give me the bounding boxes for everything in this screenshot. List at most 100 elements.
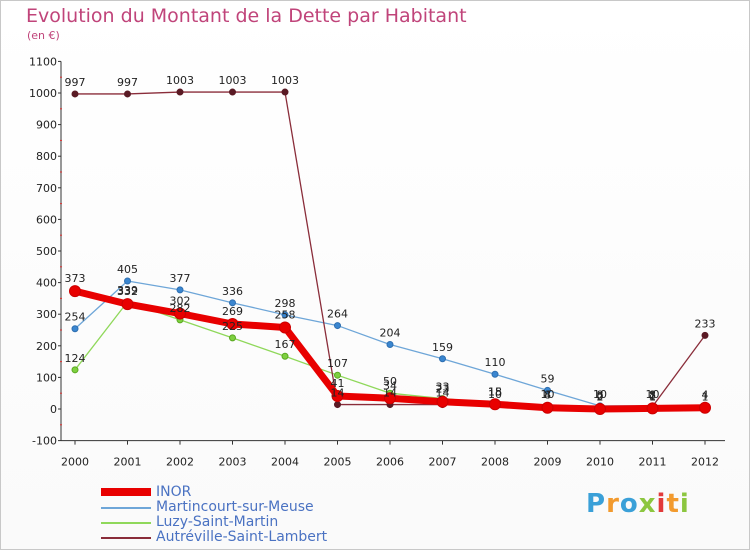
- data-point: [436, 395, 449, 408]
- data-point: [229, 88, 236, 96]
- data-label: 1003: [166, 74, 194, 87]
- y-minor-tick: [60, 297, 62, 299]
- y-tick-label: -100: [32, 435, 57, 448]
- y-tick-label: 1100: [29, 55, 57, 68]
- y-tick-label: 900: [36, 119, 57, 132]
- legend-swatch-luzy: [101, 522, 151, 524]
- series-line: [75, 91, 706, 408]
- x-tick-label: 2009: [534, 456, 562, 469]
- data-label: 10: [541, 388, 555, 401]
- data-label: 107: [327, 357, 348, 370]
- x-tick-label: 2001: [114, 456, 142, 469]
- data-label: 14: [383, 387, 397, 400]
- data-point: [71, 90, 79, 98]
- data-point: [646, 402, 659, 415]
- data-point: [176, 286, 184, 294]
- legend-label-luzy: Luzy-Saint-Martin: [156, 514, 279, 530]
- data-label: 34: [383, 379, 397, 392]
- y-minor-tick: [60, 424, 62, 426]
- y-tick-label: 600: [36, 213, 57, 226]
- data-point: [489, 398, 501, 411]
- data-point: [384, 392, 396, 405]
- legend-label-autreville: Autréville-Saint-Lambert: [156, 529, 328, 545]
- data-point: [281, 352, 289, 360]
- data-label: 23: [436, 383, 450, 396]
- data-label: 15: [488, 385, 502, 398]
- y-minor-tick: [60, 76, 62, 78]
- logo-letter: o: [619, 489, 639, 519]
- logo-letter: P: [586, 489, 607, 519]
- data-label: 10: [488, 388, 502, 401]
- data-point: [69, 285, 81, 298]
- data-point: [281, 311, 289, 319]
- legend-label-inor: INOR: [156, 484, 192, 500]
- x-tick-label: 2010: [586, 456, 614, 469]
- data-label: 10: [593, 388, 607, 401]
- y-tick-label: 200: [36, 340, 57, 353]
- logo-letter: x: [638, 489, 657, 519]
- data-label: 302: [170, 295, 191, 308]
- data-label: 339: [117, 284, 138, 297]
- data-label: 10: [646, 388, 660, 401]
- x-tick-label: 2000: [61, 456, 89, 469]
- data-label: 159: [432, 341, 453, 354]
- data-label: 332: [117, 285, 138, 298]
- y-minor-tick: [60, 171, 62, 173]
- data-point: [124, 277, 131, 285]
- data-label: 282: [170, 302, 191, 315]
- data-label: 997: [117, 76, 138, 89]
- data-label: 33: [436, 381, 450, 394]
- y-tick-label: 0: [50, 403, 57, 416]
- data-label: 2: [649, 389, 656, 402]
- y-minor-tick: [60, 361, 62, 363]
- data-point: [334, 401, 341, 409]
- data-label: 18: [488, 385, 502, 398]
- data-point: [544, 386, 551, 394]
- data-point: [124, 90, 131, 98]
- legend-swatch-autreville: [101, 537, 151, 539]
- data-label: 14: [436, 387, 450, 400]
- data-label: 4: [702, 389, 709, 402]
- data-point: [491, 370, 499, 378]
- y-tick-label: 1000: [29, 87, 57, 100]
- x-tick-label: 2002: [166, 456, 194, 469]
- y-minor-tick: [60, 108, 62, 110]
- x-tick-label: 2007: [429, 456, 457, 469]
- data-label: 41: [331, 377, 345, 390]
- proxiti-logo: Proxiti: [586, 489, 690, 519]
- logo-letter: t: [666, 489, 680, 519]
- data-point: [331, 390, 344, 403]
- data-point: [176, 88, 184, 96]
- data-point: [229, 334, 236, 342]
- y-minor-tick: [60, 392, 62, 394]
- y-minor-tick: [60, 329, 62, 331]
- data-label: 8: [544, 388, 551, 401]
- logo-letter: i: [656, 489, 667, 519]
- data-point: [229, 299, 236, 307]
- data-label: 14: [331, 387, 345, 400]
- data-label: 258: [275, 308, 296, 321]
- x-tick-label: 2003: [219, 456, 247, 469]
- data-point: [174, 307, 186, 320]
- x-tick-label: 2012: [691, 456, 719, 469]
- data-label: 254: [65, 311, 86, 324]
- data-label: 225: [222, 320, 243, 333]
- data-point: [541, 401, 554, 414]
- logo-letter: i: [679, 489, 690, 519]
- data-label: 2: [597, 390, 604, 403]
- data-label: 1003: [271, 74, 299, 87]
- data-label: 298: [275, 297, 296, 310]
- unit-label: (en €): [27, 29, 60, 42]
- data-label: 0: [597, 390, 604, 403]
- data-point: [71, 325, 79, 333]
- data-point: [386, 341, 394, 349]
- data-label: 373: [65, 272, 86, 285]
- y-minor-tick: [60, 234, 62, 236]
- data-label: 8: [649, 388, 656, 401]
- y-tick-label: 800: [36, 150, 57, 163]
- data-label: 59: [541, 372, 555, 385]
- data-label: 1003: [219, 74, 247, 87]
- data-label: 204: [380, 327, 401, 340]
